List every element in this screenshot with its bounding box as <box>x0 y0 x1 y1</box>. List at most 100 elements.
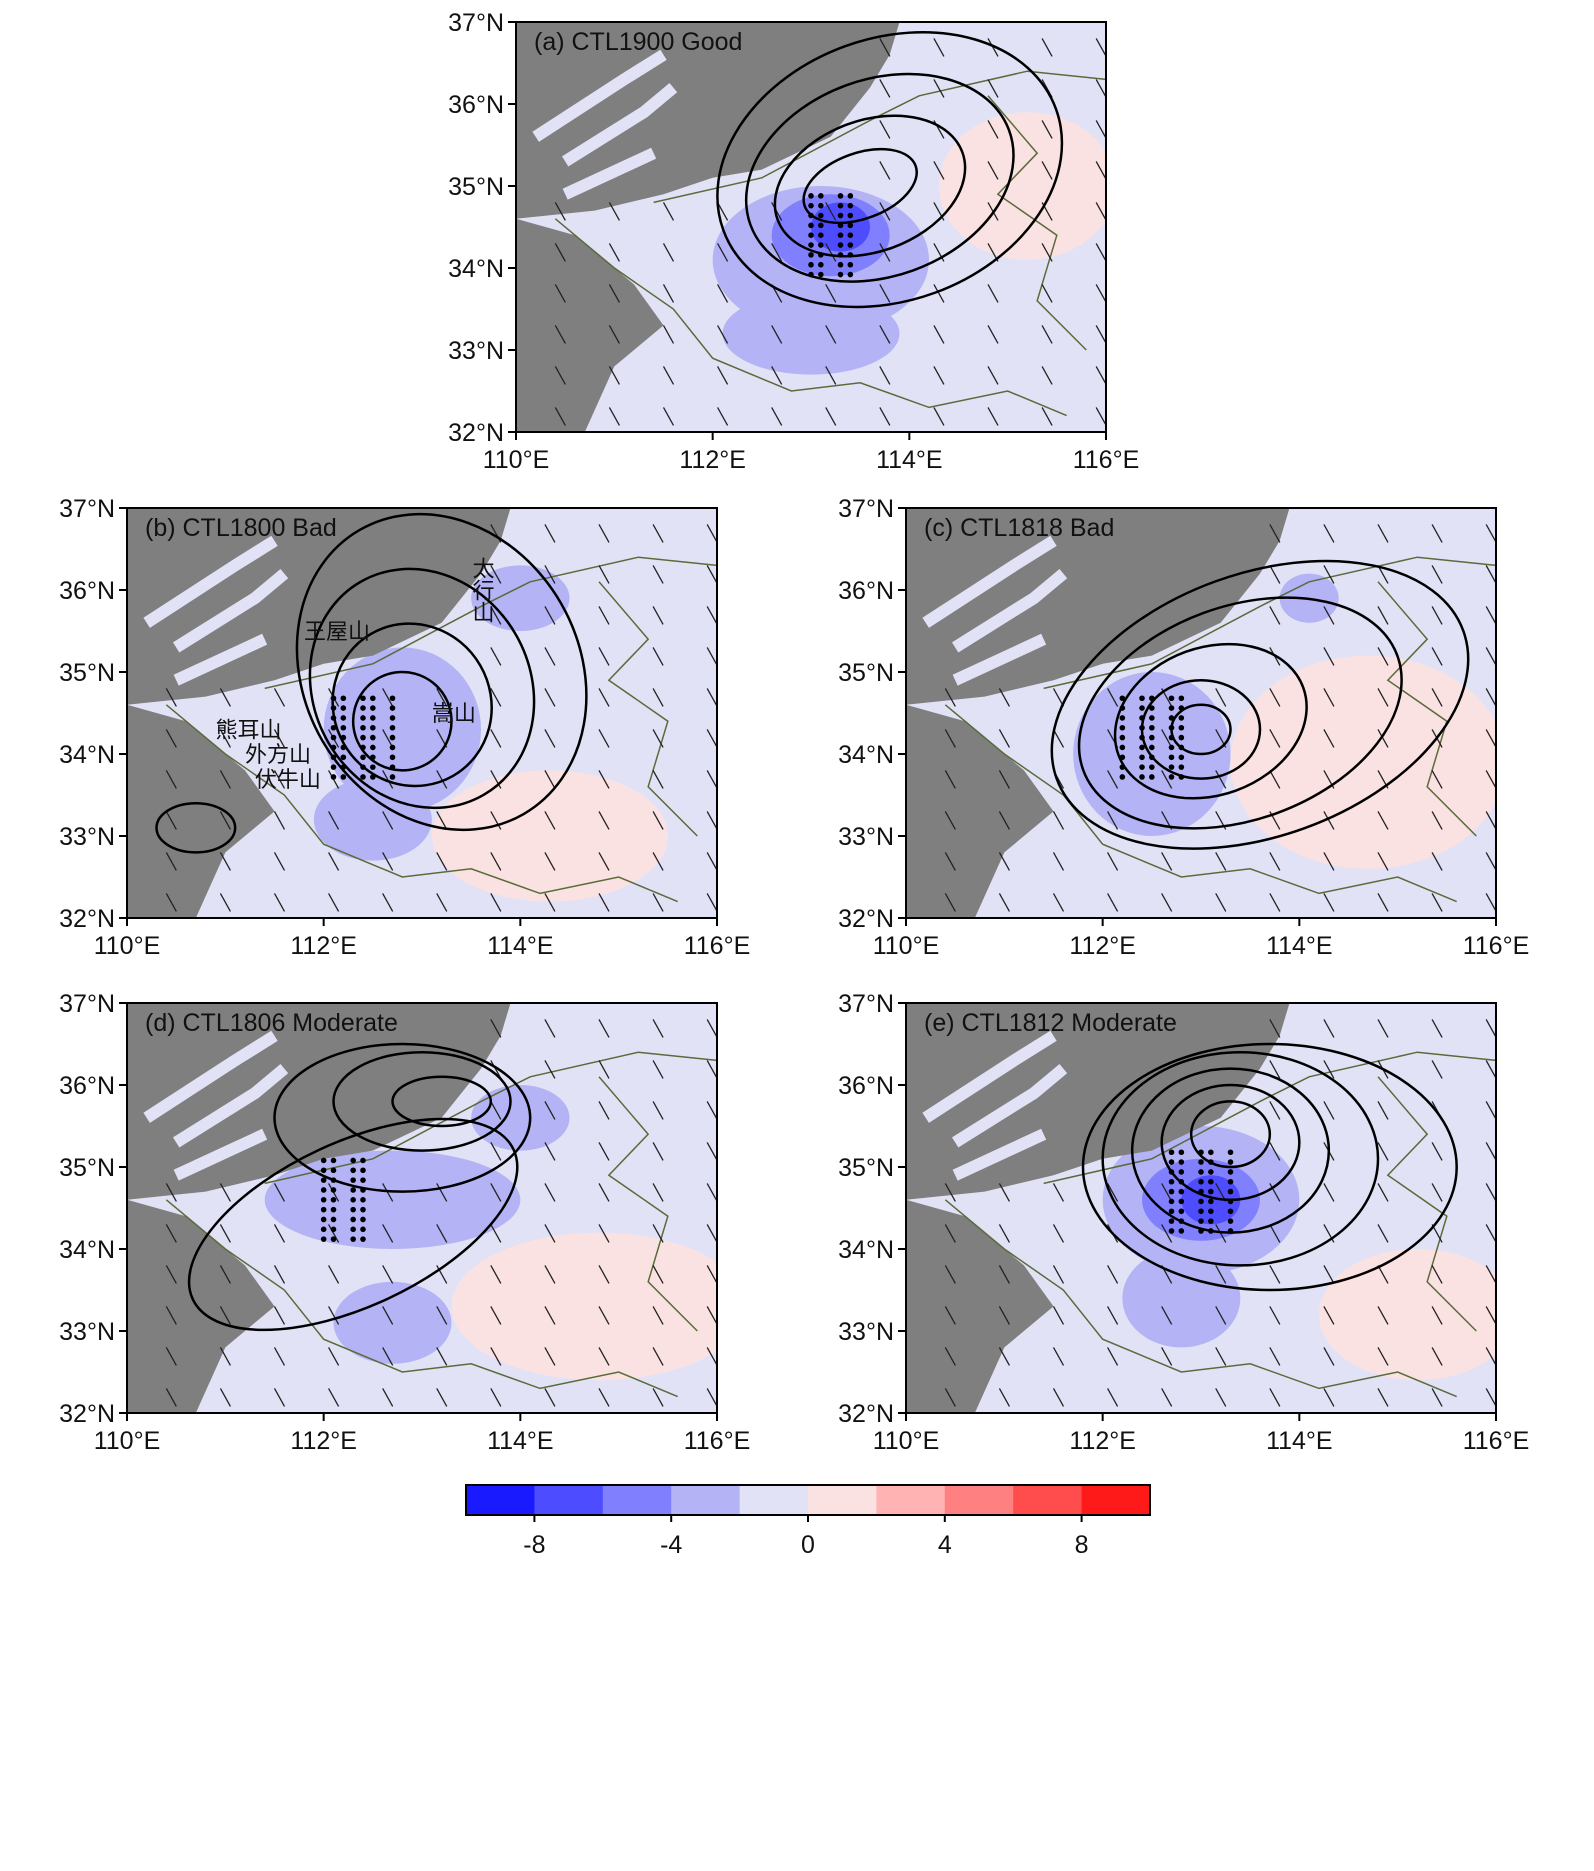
terrain-gap <box>172 1063 289 1148</box>
wind-barb <box>879 161 891 180</box>
wind-barb <box>652 1019 664 1038</box>
significance-dot <box>1168 1218 1175 1224</box>
significance-dot <box>360 1226 366 1233</box>
wind-barb <box>490 1388 502 1407</box>
wind-barb <box>662 407 675 426</box>
significance-dot <box>340 744 347 751</box>
significance-dot <box>340 705 347 711</box>
significance-dot <box>1227 1169 1234 1175</box>
wind-barb <box>219 1388 231 1407</box>
significance-dot <box>1149 754 1155 761</box>
anomaly-shading <box>323 647 481 812</box>
colorbar-swatch <box>739 1485 809 1515</box>
significance-dot <box>1168 1208 1175 1215</box>
y-tick-label: 37°N <box>448 9 504 37</box>
significance-dot <box>818 252 824 258</box>
wind-barb <box>825 366 837 385</box>
wind-barb <box>1431 1388 1443 1407</box>
wind-barb <box>165 688 177 707</box>
wind-barb <box>1323 811 1335 830</box>
y-tick-label: 34°N <box>59 741 115 769</box>
province-border <box>165 1199 678 1398</box>
wind-barb <box>717 325 729 344</box>
wind-barb <box>436 893 448 912</box>
wind-barb <box>436 1388 448 1407</box>
wind-barb <box>1041 284 1053 303</box>
significance-dot <box>389 695 396 702</box>
terrain-mask <box>906 1199 1054 1413</box>
significance-dot <box>320 1167 327 1174</box>
significance-dot <box>818 261 824 268</box>
wind-barb <box>490 1183 502 1202</box>
y-tick-label: 34°N <box>838 741 894 769</box>
significance-dot <box>360 715 366 721</box>
significance-dot <box>340 695 347 702</box>
wind-barb <box>1431 606 1443 625</box>
wind-barb <box>1485 1060 1496 1079</box>
significance-dot <box>818 242 824 248</box>
map-frame <box>905 507 1497 919</box>
wind-barb <box>652 606 664 625</box>
map-frame <box>905 1002 1497 1414</box>
wind-barb <box>598 1306 610 1325</box>
wind-barb <box>879 79 891 98</box>
wind-barb <box>436 852 448 871</box>
significance-dot <box>1139 695 1145 702</box>
x-tick-label: 112°E <box>1069 932 1136 960</box>
wind-barb <box>544 1142 556 1161</box>
significance-dot <box>1119 774 1126 780</box>
wind-barb <box>1095 407 1106 426</box>
anomaly-shading <box>722 292 900 375</box>
significance-dot <box>837 261 844 268</box>
wind-barb <box>436 1265 448 1284</box>
x-tick-label: 116°E <box>684 932 751 960</box>
contour-line <box>295 512 588 832</box>
province-border <box>264 1051 717 1185</box>
significance-dot <box>1178 744 1185 751</box>
wind-barb <box>1107 852 1119 871</box>
wind-barb <box>1161 770 1173 789</box>
wind-barb <box>987 325 999 344</box>
wind-barb <box>1215 1347 1227 1366</box>
significance-dot <box>1208 1178 1214 1185</box>
wind-barb <box>1052 811 1065 830</box>
panel-title: (d) CTL1806 Moderate <box>145 1009 398 1037</box>
significance-dot <box>837 212 844 219</box>
wind-barb <box>1377 1142 1389 1161</box>
significance-dot <box>360 1177 366 1183</box>
significance-dot <box>330 1226 337 1233</box>
significance-dot <box>837 271 844 278</box>
wind-barb <box>436 770 448 789</box>
significance-dot <box>1139 724 1145 731</box>
significance-dot <box>330 1216 337 1223</box>
significance-dot <box>350 1197 356 1203</box>
wind-barb <box>273 1388 286 1407</box>
wind-barb <box>662 243 675 262</box>
wind-barb <box>1215 770 1227 789</box>
wind-barb <box>598 1019 610 1038</box>
colorbar-swatch <box>602 1485 672 1515</box>
wind-barb <box>652 1347 664 1366</box>
x-tick-label: 116°E <box>1073 446 1140 474</box>
wind-barb <box>598 565 610 584</box>
province-border <box>653 70 1106 204</box>
significance-dot <box>837 202 844 209</box>
significance-dot <box>1168 744 1175 751</box>
significance-dot <box>837 252 844 258</box>
wind-barb <box>598 1142 610 1161</box>
wind-barb <box>1269 770 1281 789</box>
significance-dot <box>1198 1228 1204 1234</box>
significance-dot <box>340 774 347 780</box>
significance-dot <box>320 1206 327 1213</box>
wind-barb <box>598 1101 610 1120</box>
wind-barb <box>544 1101 556 1120</box>
significance-dot <box>350 1187 356 1193</box>
y-tick-label: 35°N <box>448 173 504 201</box>
wind-barb <box>825 284 837 303</box>
wind-barb <box>706 565 717 584</box>
wind-barb <box>554 366 566 385</box>
significance-dot <box>360 1236 366 1242</box>
wind-barb <box>273 893 286 912</box>
significance-dot <box>1178 705 1185 711</box>
y-tick-label: 34°N <box>838 1236 894 1264</box>
